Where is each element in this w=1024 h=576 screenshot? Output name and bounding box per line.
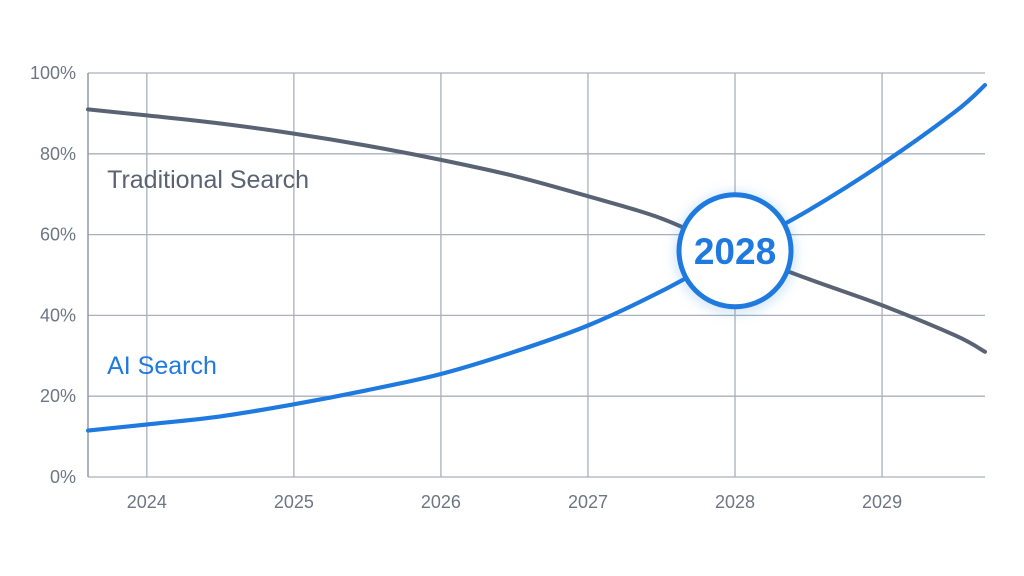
x-tick-label: 2026 [421, 492, 461, 512]
y-tick-label: 100% [30, 63, 76, 83]
marker-label: 2028 [694, 231, 776, 272]
ai-search-label: AI Search [107, 352, 217, 380]
series-labels: Traditional Search AI Search [107, 166, 309, 380]
y-tick-label: 40% [40, 305, 76, 325]
grid [87, 72, 985, 478]
x-tick-label: 2025 [274, 492, 314, 512]
crossover-marker: 2028 [675, 192, 796, 313]
traditional-search-line [86, 107, 987, 354]
x-tick-label: 2029 [862, 492, 902, 512]
series-lines [85, 83, 988, 433]
x-tick-label: 2024 [127, 492, 167, 512]
x-tick-label: 2027 [568, 492, 608, 512]
y-tick-label: 0% [50, 467, 76, 487]
y-tick-label: 60% [40, 225, 76, 245]
tick-labels: 0% 20% 40% 60% 80% 100% 2024 2025 2026 2027 2028 20… [30, 63, 902, 512]
y-tick-label: 80% [40, 144, 76, 164]
ai-search-line [85, 83, 988, 433]
y-tick-label: 20% [40, 386, 76, 406]
x-tick-label: 2028 [715, 492, 755, 512]
traditional-search-label: Traditional Search [107, 166, 309, 194]
marker-circle [676, 192, 794, 310]
